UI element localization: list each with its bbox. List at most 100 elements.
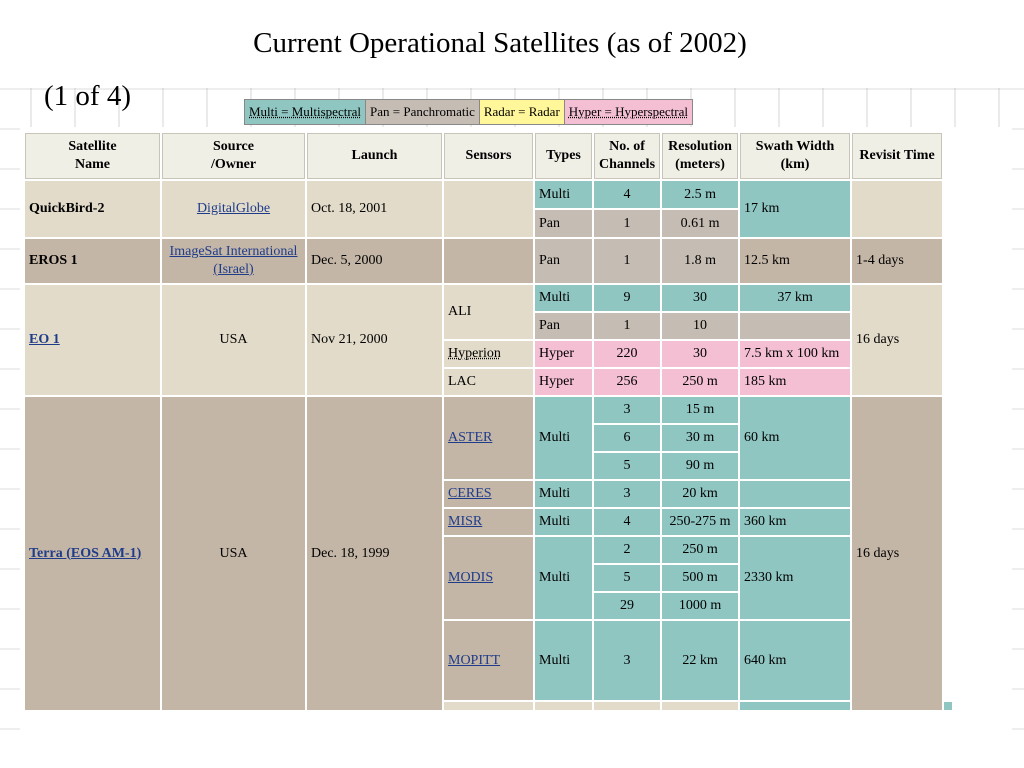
revisit-cell: 1-4 days xyxy=(852,239,943,283)
table-row: Terra (EOS AM-1) USA Dec. 18, 1999 ASTER… xyxy=(25,397,952,710)
type-cell: Multi xyxy=(535,509,592,535)
sensor-link[interactable]: CERES xyxy=(448,486,492,501)
revisit-cell: 16 days xyxy=(852,397,943,710)
sensor-cell: Hyperion xyxy=(444,341,533,367)
swath-cell xyxy=(740,313,851,339)
source-cell: DigitalGlobe xyxy=(162,181,305,237)
type-cell: Multi xyxy=(535,481,592,507)
legend-radar-label: Radar = Radar xyxy=(483,104,560,119)
filler-cell xyxy=(662,702,739,710)
sensor-cell xyxy=(444,181,533,237)
channels-cell: 3 xyxy=(594,397,661,423)
resolution-cell: 2.5 m xyxy=(662,181,739,208)
source-link[interactable]: DigitalGlobe xyxy=(196,201,271,216)
swath-cell: 2330 km xyxy=(740,537,851,619)
sensor-cell xyxy=(444,239,533,283)
filler-cell xyxy=(535,702,592,710)
legend-hyper-label[interactable]: Hyper = Hyperspectral xyxy=(568,104,689,119)
header-revisit: Revisit Time xyxy=(852,133,943,179)
header-row: Satellite Name Source /Owner Launch Sens… xyxy=(25,133,952,179)
swath-cell xyxy=(740,481,851,507)
header-types: Types xyxy=(535,133,592,179)
channels-cell: 4 xyxy=(594,181,661,208)
swath-cell: 7.5 km x 100 km xyxy=(740,341,851,367)
source-cell: ImageSat International (Israel) xyxy=(162,239,305,283)
source-link[interactable]: ImageSat International (Israel) xyxy=(169,244,298,277)
sensor-link[interactable]: MODIS xyxy=(448,570,494,585)
table-row: MODIS Multi 2 250 m 2330 km xyxy=(25,537,952,619)
channels-cell: 1 xyxy=(594,313,661,339)
type-cell: Hyper xyxy=(535,369,592,395)
channels-cell: 2 xyxy=(594,537,661,563)
header-resolution: Resolution (meters) xyxy=(662,133,739,179)
swath-cell: 37 km xyxy=(740,285,851,311)
channels-cell: 1 xyxy=(594,210,661,237)
table-row: Pan 1 0.61 m xyxy=(25,210,952,237)
legend-hyper: Hyper = Hyperspectral xyxy=(563,99,694,125)
source-cell: USA xyxy=(162,397,305,710)
channels-cell: 5 xyxy=(594,565,661,591)
filler-cell xyxy=(944,702,953,710)
table-row: EROS 1 ImageSat International (Israel) D… xyxy=(25,239,952,283)
resolution-cell: 10 xyxy=(662,313,739,339)
resolution-cell: 30 m xyxy=(662,425,739,451)
legend-pan: Pan = Panchromatic xyxy=(365,99,480,125)
sensor-link[interactable]: MISR xyxy=(448,514,483,529)
swath-cell: 12.5 km xyxy=(740,239,851,283)
legend-multi-label[interactable]: Multi = Multispectral xyxy=(249,104,362,119)
satellite-name-cell: EO 1 xyxy=(25,285,160,395)
satellite-name: QuickBird-2 xyxy=(25,181,160,237)
header-satellite: Satellite Name xyxy=(25,133,160,179)
resolution-cell: 1.8 m xyxy=(662,239,739,283)
resolution-cell: 250 m xyxy=(662,537,739,563)
channels-cell: 29 xyxy=(594,593,661,619)
swath-cell: 60 km xyxy=(740,397,851,479)
sensor-cell: MISR xyxy=(444,509,533,535)
launch-date: Oct. 18, 2001 xyxy=(307,181,442,237)
resolution-cell: 1000 m xyxy=(662,593,739,619)
legend-multi: Multi = Multispectral xyxy=(243,99,367,125)
header-swath: Swath Width (km) xyxy=(740,133,851,179)
channels-cell: 220 xyxy=(594,341,661,367)
resolution-cell: 15 m xyxy=(662,397,739,423)
table-sheet: Satellite Name Source /Owner Launch Sens… xyxy=(20,127,1012,768)
table-row xyxy=(25,702,953,710)
type-cell: Pan xyxy=(535,239,592,283)
filler-cell xyxy=(594,702,661,710)
revisit-cell xyxy=(852,181,943,237)
sensor-link[interactable]: Hyperion xyxy=(448,346,501,361)
resolution-cell: 90 m xyxy=(662,453,739,479)
resolution-cell: 30 xyxy=(662,341,739,367)
resolution-cell: 30 xyxy=(662,285,739,311)
sensor-cell: MOPITT xyxy=(444,621,533,700)
channels-cell: 3 xyxy=(594,621,661,700)
satellite-link[interactable]: EO 1 xyxy=(29,332,60,347)
table-row: MISR Multi 4 250-275 m 360 km xyxy=(25,509,952,535)
launch-date: Dec. 5, 2000 xyxy=(307,239,442,283)
legend-radar: Radar = Radar xyxy=(478,99,565,125)
channels-cell: 6 xyxy=(594,425,661,451)
channels-cell: 9 xyxy=(594,285,661,311)
filler-cell xyxy=(740,702,851,710)
satellites-table: Satellite Name Source /Owner Launch Sens… xyxy=(23,131,954,712)
page-counter: (1 of 4) xyxy=(44,80,131,112)
resolution-cell: 250-275 m xyxy=(662,509,739,535)
table-row: CERES Multi 3 20 km xyxy=(25,481,952,507)
sensor-link[interactable]: ASTER xyxy=(448,430,493,445)
table-row: Hyperion Hyper 220 30 7.5 km x 100 km xyxy=(25,341,952,367)
swath-cell: 360 km xyxy=(740,509,851,535)
satellite-link[interactable]: Terra (EOS AM-1) xyxy=(29,545,142,561)
channels-cell: 4 xyxy=(594,509,661,535)
launch-date: Dec. 18, 1999 xyxy=(307,397,442,710)
sensor-cell: CERES xyxy=(444,481,533,507)
sensor-cell: ALI xyxy=(444,285,533,339)
swath-cell: 640 km xyxy=(740,621,851,700)
slide-title: Current Operational Satellites (as of 20… xyxy=(253,27,747,59)
sensor-link[interactable]: MOPITT xyxy=(448,652,501,668)
type-cell: Pan xyxy=(535,313,592,339)
satellite-name: EROS 1 xyxy=(25,239,160,283)
legend: Multi = Multispectral Pan = Panchromatic… xyxy=(243,99,694,125)
legend-pan-label: Pan = Panchromatic xyxy=(370,104,475,119)
type-cell: Multi xyxy=(535,285,592,311)
table-row: Pan 1 10 xyxy=(25,313,952,339)
